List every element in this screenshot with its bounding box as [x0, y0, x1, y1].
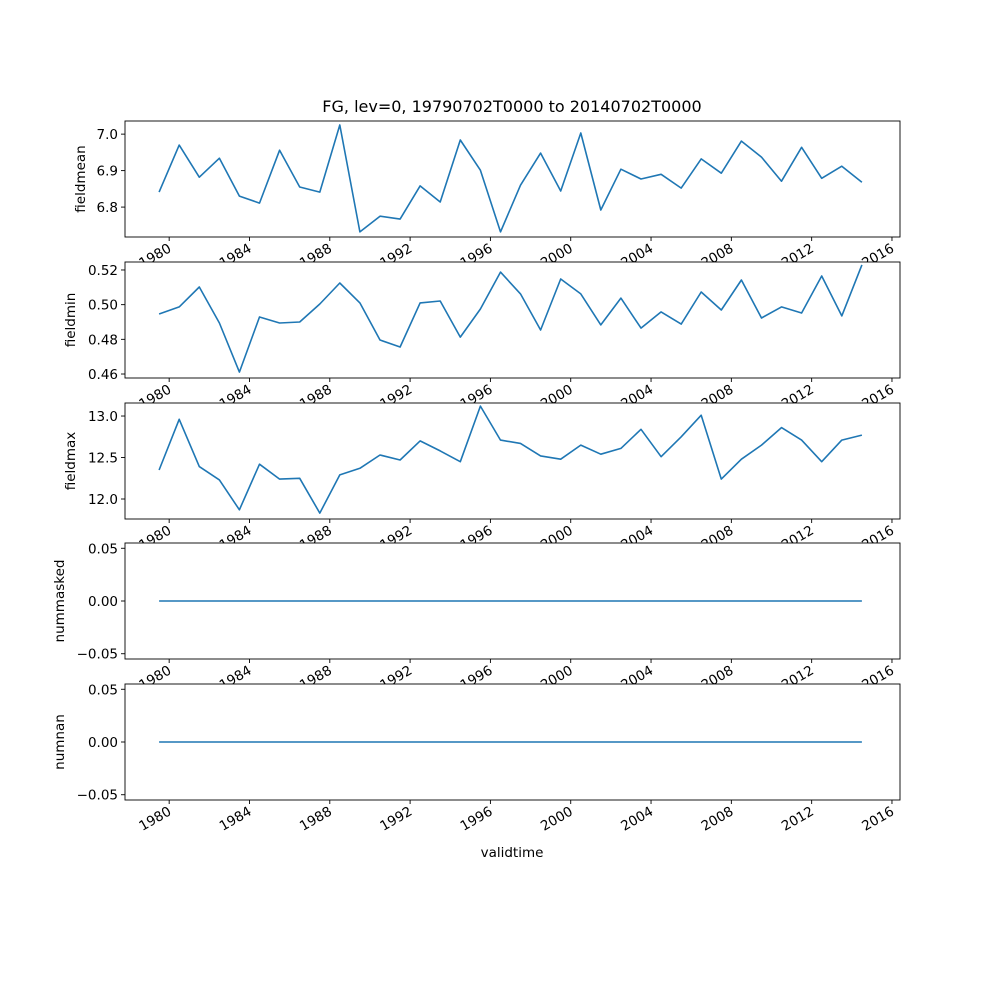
y-tick-label: 0.00: [88, 735, 118, 751]
y-axis-label: fieldmin: [63, 293, 79, 348]
series-line-fieldmin: [158, 264, 863, 373]
x-tick-label: 2000: [538, 804, 576, 835]
y-tick-label: 0.00: [88, 594, 118, 610]
y-tick-label: 0.48: [88, 332, 118, 348]
y-tick-label: 12.0: [88, 492, 118, 508]
x-tick-label: 1996: [458, 804, 496, 835]
y-tick-label: 6.8: [97, 200, 118, 216]
x-tick-label: 2004: [618, 804, 656, 835]
x-axis-label: validtime: [481, 845, 544, 861]
plot-area: [125, 121, 900, 237]
x-tick-label: 1988: [297, 804, 335, 835]
series-line-fieldmax: [158, 405, 863, 514]
y-tick-label: 12.5: [88, 451, 118, 467]
axes-frame: [124, 402, 901, 520]
plot-area: [125, 403, 900, 519]
y-axis-label: fieldmax: [63, 432, 79, 491]
x-tick-label: 2012: [779, 804, 817, 835]
y-tick-label: 13.0: [88, 409, 118, 425]
y-tick-label: 7.0: [97, 127, 118, 143]
series-line-fieldmean: [158, 124, 863, 233]
y-tick-label: 0.05: [88, 682, 118, 698]
y-tick-label: 6.9: [97, 164, 118, 180]
y-axis-label: nummasked: [52, 560, 68, 643]
y-tick-label: 0.50: [88, 298, 118, 314]
axes-frame: [124, 120, 901, 238]
x-tick-label: 1984: [217, 804, 255, 835]
y-axis-label: fieldmean: [73, 145, 89, 212]
x-tick-label: 1992: [377, 804, 415, 835]
x-tick-label: 1980: [136, 804, 174, 835]
y-tick-label: −0.05: [77, 647, 118, 663]
y-tick-label: 0.46: [88, 367, 118, 383]
panel-numnan: −0.05 0.00 0.05 1980 1984 1988 1992 1996 2000 200…: [52, 682, 901, 835]
y-tick-label: 0.52: [88, 263, 118, 279]
y-axis-label: numnan: [52, 714, 68, 770]
axes-frame: [124, 261, 901, 379]
plot-area: [125, 262, 900, 378]
x-tick-label: 2008: [699, 804, 737, 835]
chart-title: FG, lev=0, 19790702T0000 to 20140702T000…: [322, 97, 701, 116]
x-tick-label: 2016: [859, 804, 897, 835]
y-tick-label: −0.05: [77, 788, 118, 804]
y-tick-label: 0.05: [88, 541, 118, 557]
